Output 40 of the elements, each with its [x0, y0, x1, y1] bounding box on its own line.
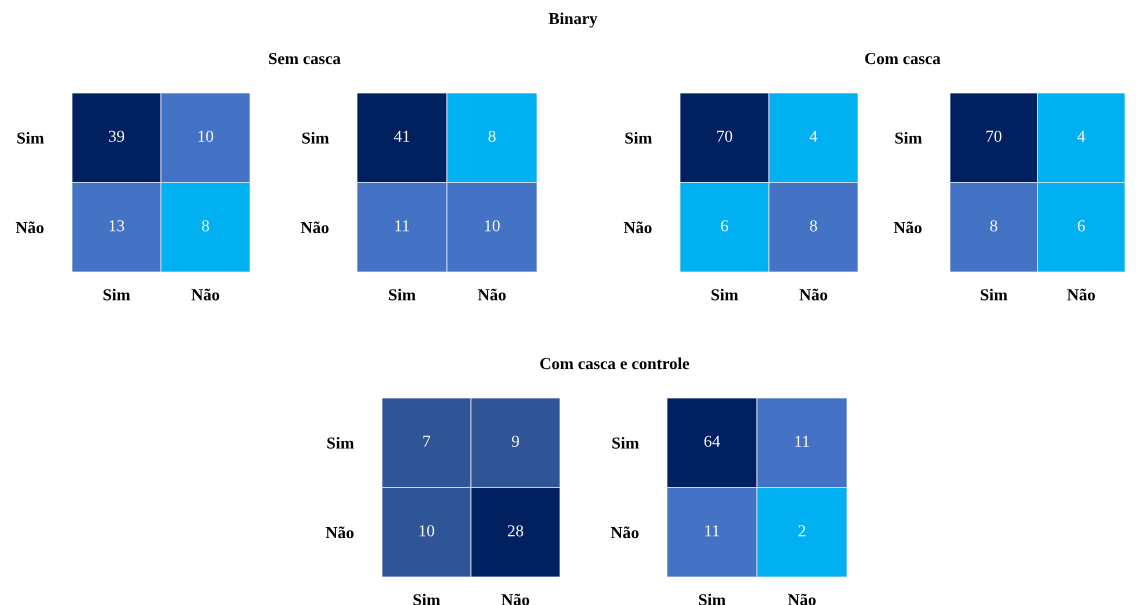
- x-tick-label: Não: [787, 593, 816, 605]
- text: Binary: [548, 12, 598, 28]
- text: Com casca: [865, 52, 941, 65]
- data-label: 70: [986, 130, 1002, 142]
- data-label: 6: [1077, 220, 1085, 232]
- x-tick-label: Não: [501, 593, 530, 605]
- x-tick-label: Sim: [103, 288, 131, 301]
- data-label: 8: [990, 220, 998, 232]
- data-label: 4: [1077, 130, 1086, 142]
- x-tick-label: Sim: [980, 288, 1008, 301]
- data-label: 11: [705, 525, 720, 537]
- data-label: 10: [419, 525, 435, 537]
- data-label: 41: [393, 130, 410, 142]
- text: Sem casca: [269, 52, 341, 65]
- data-label: 10: [485, 220, 500, 232]
- x-tick-label: Não: [1067, 288, 1095, 301]
- data-label: 28: [507, 525, 524, 537]
- x-tick-label: Sim: [711, 288, 739, 301]
- x-tick-label: Não: [799, 288, 828, 301]
- x-tick-label: Sim: [413, 593, 441, 605]
- data-label: 70: [717, 130, 733, 142]
- data-label: 6: [721, 220, 729, 232]
- text: Com casca e controle: [540, 357, 690, 370]
- data-label: 13: [109, 220, 125, 232]
- data-label: 9: [511, 435, 519, 447]
- x-tick-label: Sim: [389, 288, 416, 301]
- data-label: 8: [488, 130, 496, 142]
- data-label: 11: [795, 435, 810, 447]
- data-label: 2: [798, 525, 806, 537]
- data-label: 11: [395, 220, 410, 232]
- data-label: 8: [809, 220, 818, 232]
- data-label: 4: [809, 130, 818, 142]
- data-label: 7: [423, 435, 431, 447]
- data-label: 64: [704, 435, 721, 447]
- data-label: 10: [198, 130, 214, 142]
- data-label: 39: [108, 130, 125, 142]
- x-tick-label: Sim: [699, 593, 726, 605]
- x-tick-label: Não: [477, 288, 506, 301]
- data-label: 8: [201, 220, 210, 232]
- x-tick-label: Não: [191, 288, 220, 301]
